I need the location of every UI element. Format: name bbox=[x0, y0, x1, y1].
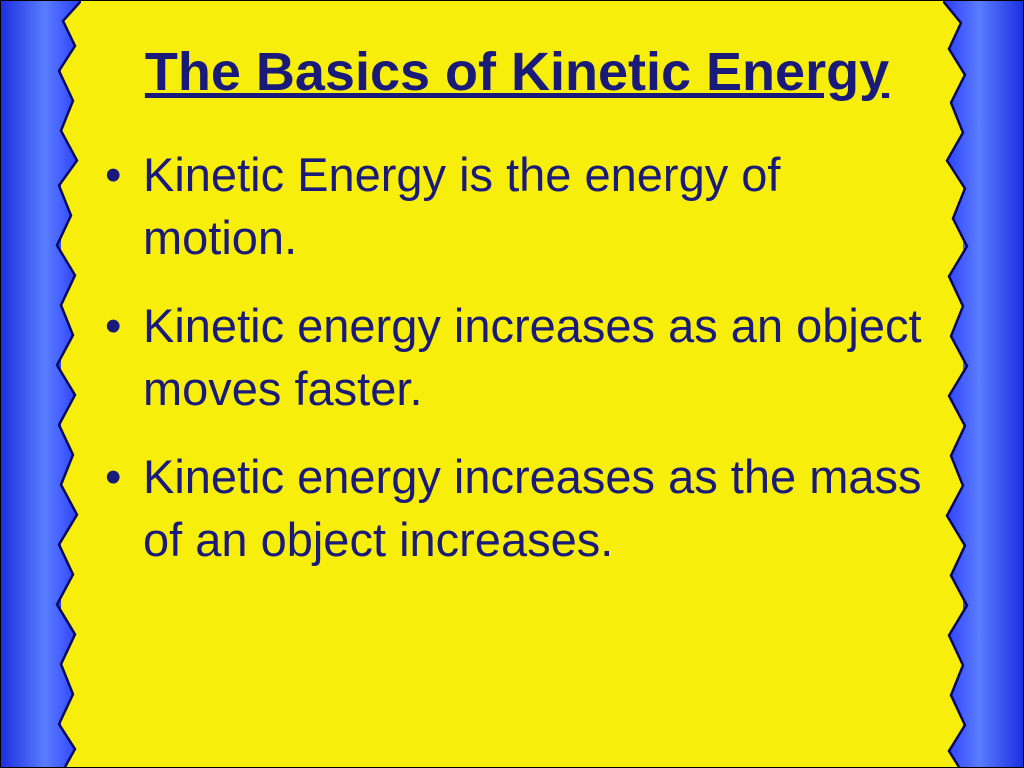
list-item: Kinetic energy increases as an object mo… bbox=[91, 294, 943, 421]
slide-content: The Basics of Kinetic Energy Kinetic Ene… bbox=[91, 41, 943, 596]
list-item: Kinetic energy increases as the mass of … bbox=[91, 445, 943, 572]
slide-frame: The Basics of Kinetic Energy Kinetic Ene… bbox=[0, 0, 1024, 768]
bullet-list: Kinetic Energy is the energy of motion. … bbox=[91, 143, 943, 572]
slide-title: The Basics of Kinetic Energy bbox=[91, 41, 943, 103]
list-item: Kinetic Energy is the energy of motion. bbox=[91, 143, 943, 270]
